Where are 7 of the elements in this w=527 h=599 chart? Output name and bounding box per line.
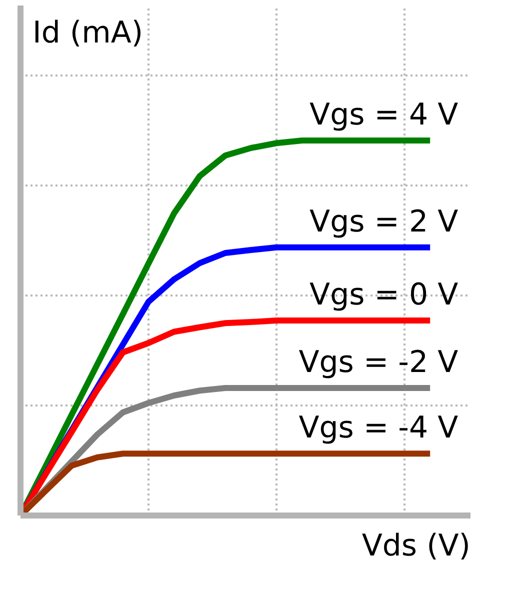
series-label: Vgs = -2 V — [298, 345, 459, 380]
series-label: Vgs = 4 V — [310, 98, 459, 132]
y-axis-title: Id (mA) — [32, 16, 144, 50]
series-label: Vgs = 2 V — [310, 204, 459, 240]
x-axis-title: Vds (V) — [362, 528, 471, 564]
series-label: Vgs = 0 V — [310, 278, 459, 312]
series-label: Vgs = -4 V — [298, 410, 459, 446]
